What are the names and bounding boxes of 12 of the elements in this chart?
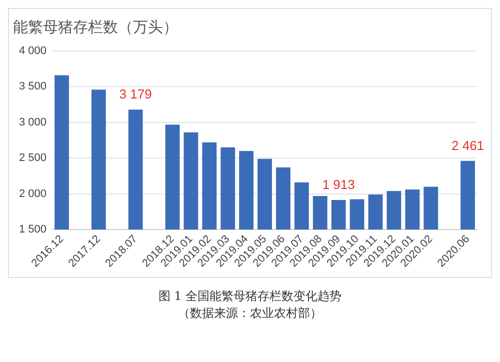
y-tick-label: 4 000: [18, 45, 47, 58]
chart-title: 能繁母猪存栏数（万头）: [13, 18, 178, 36]
data-label: 1 913: [322, 177, 355, 192]
y-tick-label: 2 500: [18, 152, 47, 164]
y-tick-label: 2 000: [18, 188, 47, 200]
data-label: 2 461: [452, 138, 484, 153]
y-tick-label: 3 500: [18, 80, 47, 93]
caption: 图 1 全国能繁母猪存栏数变化趋势: [157, 288, 343, 305]
data-label: 3 179: [119, 86, 152, 102]
text: （数据来源：农业农村部）: [177, 305, 323, 322]
y-tick-label: 1 500: [18, 224, 47, 236]
y-tick-label: 3 000: [18, 116, 47, 128]
